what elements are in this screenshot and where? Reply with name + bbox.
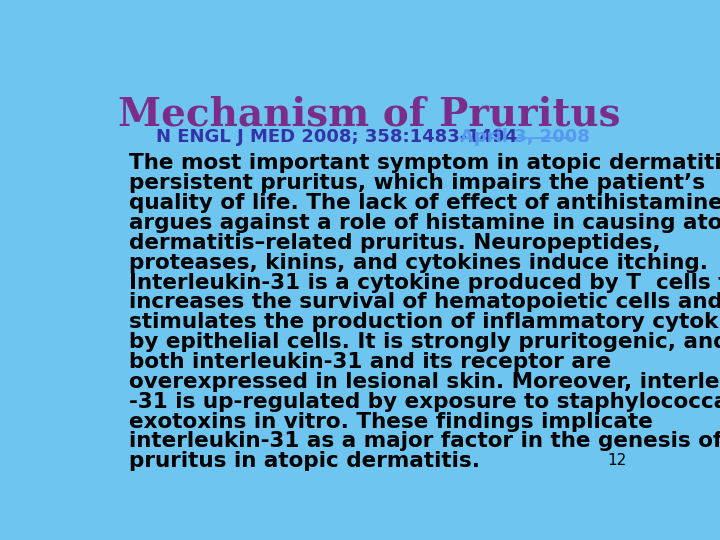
Text: stimulates the production of inflammatory cytokines: stimulates the production of inflammator…	[129, 312, 720, 332]
Text: by epithelial cells. It is strongly pruritogenic, and: by epithelial cells. It is strongly prur…	[129, 332, 720, 352]
Text: both interleukin-31 and its receptor are: both interleukin-31 and its receptor are	[129, 352, 611, 372]
Text: interleukin-31 as a major factor in the genesis of: interleukin-31 as a major factor in the …	[129, 431, 720, 451]
Text: Interleukin-31 is a cytokine produced by T  cells that: Interleukin-31 is a cytokine produced by…	[129, 273, 720, 293]
Text: exotoxins in vitro. These findings implicate: exotoxins in vitro. These findings impli…	[129, 411, 652, 431]
Text: The most important symptom in atopic dermatitis is: The most important symptom in atopic der…	[129, 153, 720, 173]
Text: overexpressed in lesional skin. Moreover, interleukin: overexpressed in lesional skin. Moreover…	[129, 372, 720, 392]
Text: proteases, kinins, and cytokines induce itching.: proteases, kinins, and cytokines induce …	[129, 253, 708, 273]
Text: persistent pruritus, which impairs the patient’s: persistent pruritus, which impairs the p…	[129, 173, 705, 193]
Text: April 3, 2008: April 3, 2008	[461, 128, 590, 146]
Text: N ENGL J MED 2008; 358:1483-1494: N ENGL J MED 2008; 358:1483-1494	[156, 128, 517, 146]
Text: Mechanism of Pruritus: Mechanism of Pruritus	[118, 96, 620, 133]
Text: pruritus in atopic dermatitis.: pruritus in atopic dermatitis.	[129, 451, 480, 471]
Text: dermatitis–related pruritus. Neuropeptides,: dermatitis–related pruritus. Neuropeptid…	[129, 233, 660, 253]
Text: 12: 12	[608, 453, 627, 468]
Text: increases the survival of hematopoietic cells and: increases the survival of hematopoietic …	[129, 292, 720, 312]
Text: quality of life. The lack of effect of antihistamines: quality of life. The lack of effect of a…	[129, 193, 720, 213]
Text: -31 is up-regulated by exposure to staphylococcal: -31 is up-regulated by exposure to staph…	[129, 392, 720, 411]
Text: argues against a role of histamine in causing atopic: argues against a role of histamine in ca…	[129, 213, 720, 233]
